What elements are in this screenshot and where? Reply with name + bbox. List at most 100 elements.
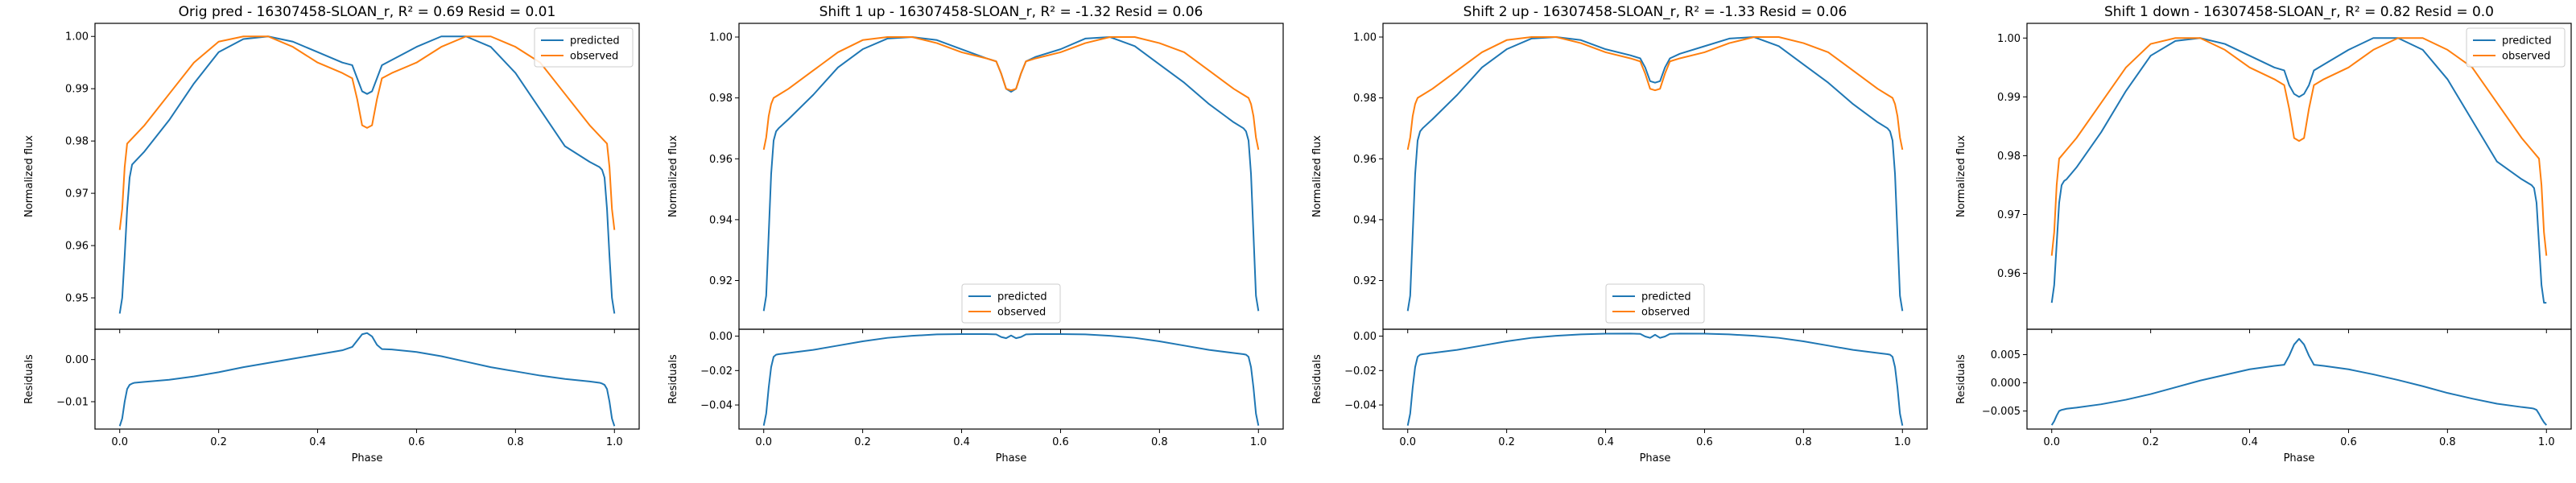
subplot-3: 0.92 0.94 0.96 0.98 1.00 −0.04 −0.02 0.00 0.0 0.2…	[1311, 4, 1928, 464]
flux-plot-area	[762, 36, 1260, 312]
legend-box	[961, 283, 1061, 324]
x-tick-label: 0.6	[2340, 436, 2357, 448]
flux-axes-frame	[2026, 23, 2572, 330]
legend-box	[2466, 27, 2566, 68]
legend-label: predicted	[570, 35, 620, 47]
x-tick-label: 0.0	[111, 436, 128, 448]
residuals-axes-frame	[94, 328, 640, 430]
y-tick-label: 1.00	[709, 32, 733, 44]
flux-axes-frame	[1382, 23, 1928, 330]
y-tick-label: 0.96	[709, 154, 733, 166]
x-axis-label: Phase	[352, 452, 383, 464]
subplot-4: 0.96 0.97 0.98 0.99 1.00 −0.005 0.000 0.005 0.0 0…	[1955, 4, 2572, 464]
residuals-line	[118, 332, 616, 427]
y-tick-label: 0.00	[1353, 331, 1377, 343]
x-tick-label: 0.0	[1399, 436, 1416, 448]
y-tick-label: −0.005	[1982, 406, 2021, 418]
y-tick-label: −0.02	[1344, 365, 1377, 378]
flux-axes-frame	[738, 23, 1284, 330]
y-tick-label: 1.00	[1353, 32, 1377, 44]
series-line-observed	[1406, 36, 1904, 151]
legend: predicted observed	[2466, 27, 2566, 68]
flux-plot-area	[2050, 37, 2548, 304]
y-axis-label-flux: Normalized flux	[23, 135, 35, 217]
y-tick-label: 0.94	[709, 214, 733, 226]
y-axis-label-residuals: Residuals	[1311, 354, 1323, 404]
series-line-predicted	[762, 36, 1260, 312]
x-tick-label: 1.0	[606, 436, 623, 448]
y-tick-label: 0.005	[1991, 349, 2021, 361]
series-line-predicted	[118, 35, 616, 314]
x-axis-label: Phase	[1640, 452, 1671, 464]
y-tick-label: 0.94	[1353, 214, 1377, 226]
y-tick-label: 0.98	[1353, 93, 1377, 105]
y-tick-label: −0.01	[56, 396, 89, 408]
series-line-predicted	[1406, 36, 1904, 312]
x-tick-label: 0.8	[507, 436, 524, 448]
residuals-plot-area	[1406, 332, 1904, 426]
y-tick-label: −0.04	[1344, 400, 1377, 412]
subplot-2: 0.92 0.94 0.96 0.98 1.00 −0.04 −0.02 0.00 0.0 0.2…	[667, 4, 1284, 464]
legend-label: predicted	[997, 291, 1047, 303]
x-tick-label: 0.6	[1052, 436, 1069, 448]
x-tick-label: 1.0	[1250, 436, 1267, 448]
x-tick-label: 0.4	[2241, 436, 2258, 448]
y-axis-label-flux: Normalized flux	[1955, 135, 1967, 217]
series-line-predicted	[2050, 37, 2547, 304]
residuals-plot-area	[762, 332, 1260, 426]
y-tick-label: 0.97	[1997, 209, 2021, 221]
x-tick-label: 1.0	[2538, 436, 2555, 448]
residuals-line	[762, 332, 1260, 426]
residuals-plot-area	[2050, 337, 2548, 426]
x-tick-label: 0.0	[755, 436, 772, 448]
residuals-plot-area	[118, 332, 616, 427]
y-tick-label: 0.96	[1353, 154, 1377, 166]
residuals-line	[2050, 337, 2548, 426]
x-tick-label: 0.2	[2142, 436, 2159, 448]
x-tick-label: 0.8	[1151, 436, 1168, 448]
x-tick-label: 1.0	[1894, 436, 1911, 448]
y-tick-label: 0.96	[65, 241, 89, 253]
legend-label: observed	[570, 51, 618, 63]
chart-title: Shift 1 down - 16307458-SLOAN_r, R² = 0.…	[2104, 4, 2494, 20]
series-line-observed	[118, 35, 616, 230]
x-tick-label: 0.2	[854, 436, 871, 448]
y-tick-label: 0.92	[709, 275, 733, 287]
y-tick-label: 0.95	[65, 293, 89, 305]
legend-label: observed	[2502, 51, 2550, 63]
y-tick-label: 0.00	[65, 354, 89, 366]
y-tick-label: 0.99	[65, 84, 89, 96]
chart-title: Orig pred - 16307458-SLOAN_r, R² = 0.69 …	[179, 4, 556, 20]
legend-label: predicted	[2502, 35, 2552, 47]
x-axis-label: Phase	[996, 452, 1027, 464]
y-tick-label: 1.00	[65, 31, 89, 43]
y-tick-label: 0.98	[709, 93, 733, 105]
series-line-observed	[2050, 37, 2548, 256]
x-tick-label: 0.6	[408, 436, 425, 448]
series-line-observed	[762, 36, 1260, 151]
y-tick-label: 0.92	[1353, 275, 1377, 287]
y-axis-label-residuals: Residuals	[23, 354, 35, 404]
flux-axes-frame	[94, 23, 640, 330]
legend-box	[1605, 283, 1705, 324]
y-axis-label-flux: Normalized flux	[1311, 135, 1323, 217]
y-axis-label-flux: Normalized flux	[667, 135, 679, 217]
x-tick-label: 0.4	[953, 436, 970, 448]
y-tick-label: 1.00	[1997, 33, 2021, 45]
flux-plot-area	[118, 35, 616, 314]
legend-box	[534, 27, 634, 68]
y-tick-label: 0.000	[1991, 378, 2021, 390]
y-tick-label: 0.97	[65, 188, 89, 200]
x-tick-label: 0.0	[2043, 436, 2060, 448]
y-tick-label: −0.02	[700, 365, 733, 378]
x-tick-label: 0.6	[1696, 436, 1713, 448]
y-tick-label: −0.04	[700, 400, 733, 412]
x-tick-label: 0.4	[309, 436, 326, 448]
y-tick-label: 0.98	[1997, 151, 2021, 163]
y-tick-label: 0.96	[1997, 268, 2021, 280]
y-axis-label-residuals: Residuals	[667, 354, 679, 404]
y-tick-label: 0.99	[1997, 92, 2021, 104]
residuals-axes-frame	[738, 328, 1284, 430]
legend-label: observed	[1641, 307, 1690, 319]
